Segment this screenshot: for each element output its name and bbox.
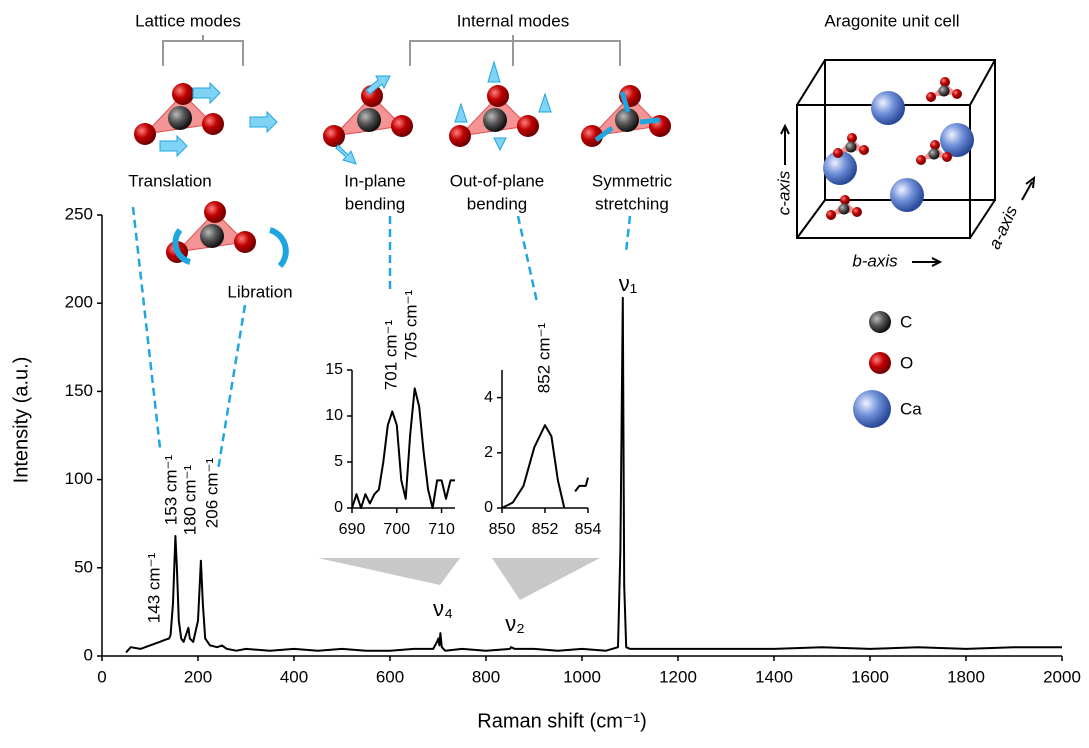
spectrum-line bbox=[351, 387, 455, 509]
x-tick-label: 690 bbox=[339, 521, 366, 538]
x-tick-label: 854 bbox=[575, 521, 602, 538]
leader bbox=[624, 215, 632, 253]
leader bbox=[131, 206, 162, 449]
annotation: 153 cm⁻¹ bbox=[161, 454, 180, 525]
arrow bbox=[159, 134, 188, 158]
annotation: 143 cm⁻¹ bbox=[144, 552, 163, 623]
axis bbox=[101, 215, 1062, 657]
arrow bbox=[192, 81, 221, 105]
legend-swatch bbox=[853, 390, 891, 428]
spectrum-line bbox=[501, 424, 589, 509]
molecule bbox=[580, 84, 672, 148]
annotation: 206 cm⁻¹ bbox=[202, 457, 221, 528]
axis-label: c-axis bbox=[774, 170, 793, 215]
arrow bbox=[365, 75, 391, 95]
x-tick-label: 1400 bbox=[755, 667, 793, 686]
molecule bbox=[322, 84, 414, 148]
arrow bbox=[594, 91, 661, 142]
x-tick-label: 850 bbox=[489, 521, 516, 538]
group-title: Aragonite unit cell bbox=[824, 11, 959, 30]
x-tick-label: 710 bbox=[428, 521, 455, 538]
y-tick-label: 0 bbox=[84, 645, 93, 664]
arrow bbox=[249, 110, 278, 134]
mode-label: Symmetric bbox=[592, 171, 673, 190]
x-tick-label: 200 bbox=[184, 667, 212, 686]
y-tick-label: 10 bbox=[325, 407, 343, 424]
y-tick-label: 15 bbox=[325, 361, 343, 378]
mode-label: Translation bbox=[128, 171, 211, 190]
unit-cell bbox=[780, 59, 1036, 267]
arrow bbox=[454, 102, 468, 123]
diagram: Lattice modes Internal modes Aragonite u… bbox=[128, 11, 1036, 600]
spectrum-line bbox=[125, 296, 1062, 654]
arrow bbox=[487, 60, 501, 83]
x-tick-label: 2000 bbox=[1043, 667, 1081, 686]
y-tick-label: 50 bbox=[74, 557, 93, 576]
x-tick-label: 600 bbox=[376, 667, 404, 686]
zoom-wedge bbox=[318, 558, 460, 585]
x-axis-title: Raman shift (cm⁻¹) bbox=[477, 710, 646, 732]
x-tick-label: 0 bbox=[97, 667, 106, 686]
y-tick-label: 250 bbox=[65, 204, 93, 223]
arrow bbox=[172, 228, 192, 265]
arrow bbox=[538, 92, 552, 113]
mode-label: Out-of-plane bbox=[450, 171, 545, 190]
y-axis-title: Intensity (a.u.) bbox=[10, 357, 32, 484]
x-tick-label: 400 bbox=[280, 667, 308, 686]
x-tick-label: 1000 bbox=[563, 667, 601, 686]
bracket bbox=[409, 35, 621, 66]
y-tick-label: 2 bbox=[484, 444, 493, 461]
zoom-wedge bbox=[492, 558, 600, 600]
bracket bbox=[162, 35, 244, 66]
mode-label: bending bbox=[467, 194, 528, 213]
annotation: 180 cm⁻¹ bbox=[180, 464, 199, 535]
annotation: ν₁ bbox=[619, 271, 637, 296]
arrow bbox=[493, 137, 507, 152]
y-tick-label: 100 bbox=[65, 469, 93, 488]
group-title: Internal modes bbox=[457, 11, 569, 30]
axis-label: b-axis bbox=[852, 251, 898, 270]
y-tick-label: 150 bbox=[65, 381, 93, 400]
y-tick-label: 4 bbox=[484, 389, 493, 406]
annotation: 852 cm⁻¹ bbox=[534, 322, 553, 393]
arrow bbox=[335, 144, 357, 165]
arrow bbox=[268, 227, 289, 269]
legend-label: C bbox=[900, 312, 912, 331]
legend-label: Ca bbox=[900, 399, 922, 418]
annotation: ν₂ bbox=[505, 611, 525, 636]
mode-label: stretching bbox=[595, 194, 669, 213]
mode-label: bending bbox=[345, 194, 406, 213]
y-tick-label: 0 bbox=[334, 499, 343, 516]
x-tick-label: 1800 bbox=[947, 667, 985, 686]
legend-swatch bbox=[869, 352, 891, 374]
x-tick-label: 1600 bbox=[851, 667, 889, 686]
x-tick-label: 800 bbox=[472, 667, 500, 686]
leader bbox=[216, 304, 247, 471]
group-title: Lattice modes bbox=[135, 11, 241, 30]
leader bbox=[516, 215, 539, 303]
y-tick-label: 0 bbox=[484, 499, 493, 516]
y-tick-label: 5 bbox=[334, 453, 343, 470]
annotation: 701 cm⁻¹ bbox=[381, 319, 400, 390]
mode-label: Libration bbox=[227, 282, 292, 301]
x-tick-label: 700 bbox=[383, 521, 410, 538]
x-tick-label: 1200 bbox=[659, 667, 697, 686]
legend-label: O bbox=[900, 353, 913, 372]
legend-swatch bbox=[869, 311, 891, 333]
x-tick-label: 852 bbox=[532, 521, 559, 538]
y-tick-label: 200 bbox=[65, 293, 93, 312]
annotation: ν₄ bbox=[433, 596, 453, 621]
mode-label: In-plane bbox=[344, 171, 405, 190]
axis-label: a-axis bbox=[985, 203, 1022, 253]
annotation: 705 cm⁻¹ bbox=[401, 289, 420, 360]
